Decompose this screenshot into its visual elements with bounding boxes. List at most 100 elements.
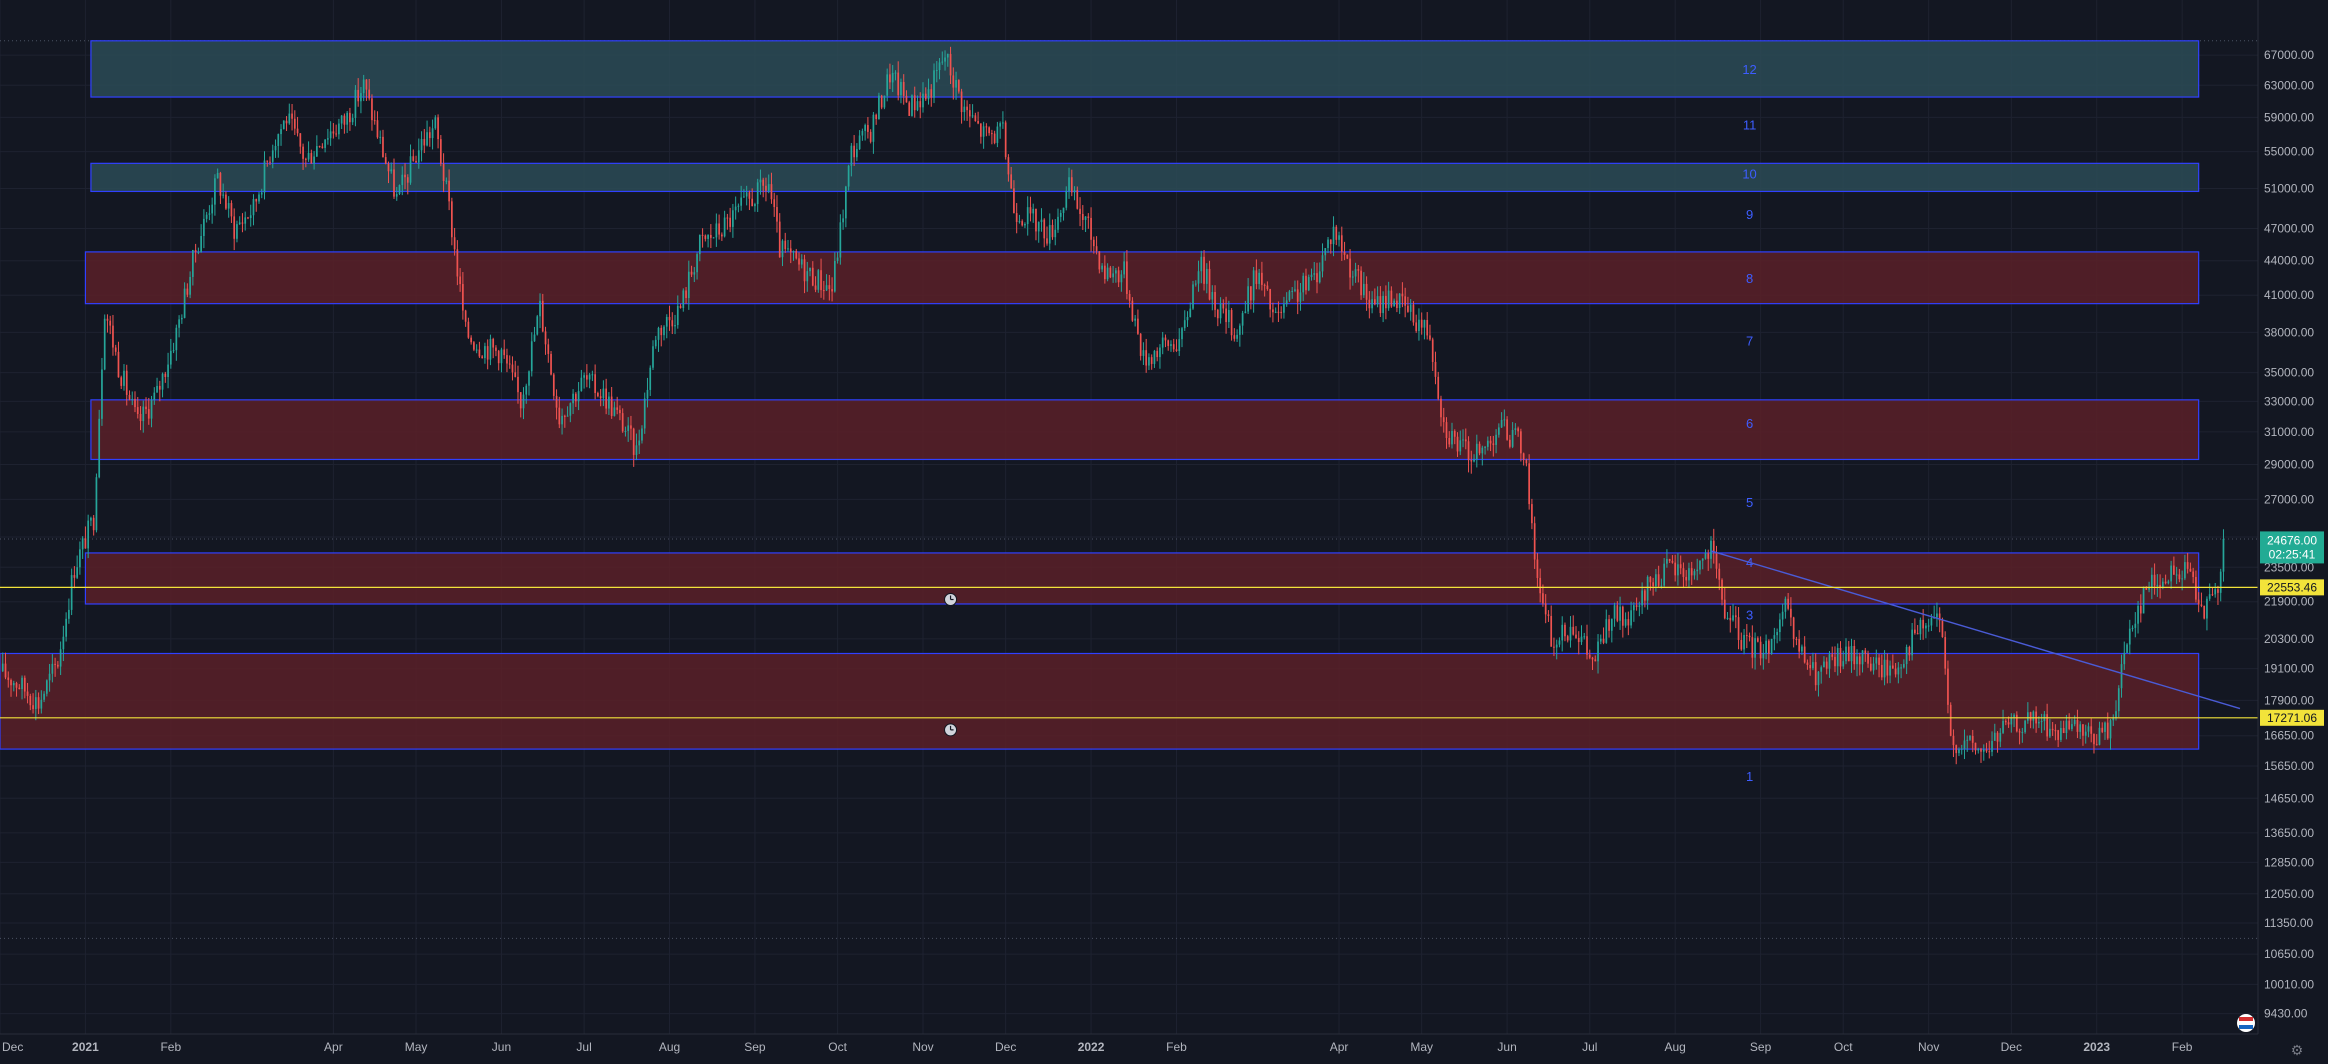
candle-body (1974, 742, 1977, 751)
candle-body (1737, 617, 1740, 640)
candle-body (95, 477, 98, 531)
candle-body (2159, 584, 2161, 588)
candle-body (1313, 273, 1316, 275)
candle-body (1227, 310, 1230, 323)
candle-body (467, 321, 470, 338)
candle-body (1690, 568, 1693, 576)
candle-body (528, 371, 530, 386)
candle-body (756, 182, 759, 205)
candle-body (541, 300, 544, 332)
candle-body (1701, 558, 1704, 561)
candle-body (1467, 441, 1470, 461)
candle-body (550, 353, 552, 375)
candle-body (1828, 654, 1831, 669)
candle-body (1533, 523, 1536, 560)
candle-body (32, 705, 34, 710)
candle-body (1338, 235, 1340, 240)
candle-body (423, 139, 426, 146)
candle-body (365, 79, 368, 90)
candle-body (646, 389, 649, 399)
candle-body (48, 673, 51, 681)
candle-body (1343, 251, 1346, 255)
candle-body (880, 95, 883, 108)
candle-body (1272, 309, 1274, 313)
candle-body (1905, 646, 1908, 665)
y-tick-label: 55000.00 (2264, 145, 2314, 159)
candle-body (315, 146, 318, 157)
candle-body (1007, 157, 1010, 175)
candle-body (1321, 255, 1324, 272)
candle-body (103, 318, 106, 370)
candle-body (1704, 553, 1707, 559)
candle-body (2217, 589, 2219, 593)
candle-body (1368, 299, 1371, 309)
candle-body (889, 74, 891, 83)
candle-body (715, 223, 718, 238)
candle-body (1792, 617, 1795, 640)
candle-body (409, 156, 412, 183)
candle-body (897, 72, 900, 96)
candle-body (252, 199, 255, 216)
candle-body (1927, 625, 1930, 627)
candle-body (1004, 122, 1007, 158)
candle-body (1329, 239, 1332, 245)
x-tick-label: 2023 (2083, 1040, 2110, 1054)
candle-body (2021, 732, 2024, 734)
candle-body (1167, 340, 1170, 346)
candle-body (963, 106, 966, 113)
candle-body (2004, 720, 2007, 723)
candle-body (663, 326, 665, 336)
candle-body (1431, 339, 1434, 362)
candle-body (665, 316, 668, 327)
candle-body (1616, 605, 1619, 621)
x-tick-label: Apr (324, 1040, 343, 1054)
candle-body (1982, 749, 1985, 752)
candle-body (1250, 286, 1252, 301)
candle-body (1544, 603, 1547, 615)
candle-body (1219, 303, 1222, 319)
candle-body (1261, 272, 1263, 285)
candle-body (1092, 239, 1095, 247)
candle-body (558, 407, 561, 425)
candle-body (327, 138, 329, 140)
candle-body (754, 204, 756, 207)
candle-body (1079, 208, 1081, 215)
candle-body (856, 149, 858, 158)
candle-body (1836, 647, 1839, 667)
settings-gear-icon[interactable]: ⚙ (2291, 1042, 2304, 1058)
candle-body (1768, 640, 1770, 654)
candle-body (544, 331, 547, 345)
candle-body (789, 248, 792, 253)
candle-body (489, 338, 492, 360)
candle-body (869, 131, 872, 142)
candle-body (1170, 344, 1172, 346)
candle-body (1779, 619, 1781, 633)
candle-body (864, 125, 866, 131)
candle-body (2175, 574, 2178, 576)
candle-body (1043, 219, 1046, 239)
y-tick-label: 14650.00 (2264, 791, 2314, 805)
candle-body (214, 178, 216, 205)
candle-body (1029, 207, 1032, 214)
candle-body (1489, 440, 1492, 444)
candle-body (2131, 627, 2134, 629)
candle-body (1203, 256, 1205, 284)
candle-body (787, 248, 789, 250)
candle-body (1349, 258, 1351, 278)
candle-body (1026, 207, 1029, 224)
candle-body (497, 350, 500, 364)
candle-body (1087, 216, 1090, 218)
candle-body (891, 72, 894, 83)
candle-body (2010, 717, 2013, 725)
candle-body (1103, 265, 1106, 280)
candle-body (1285, 300, 1288, 305)
candle-body (1062, 207, 1065, 213)
candle-body (357, 89, 360, 102)
candle-body (1985, 749, 1988, 752)
candle-body (759, 179, 762, 183)
candle-body (1652, 582, 1654, 587)
candle-body (867, 125, 869, 132)
candle-body (687, 271, 690, 299)
